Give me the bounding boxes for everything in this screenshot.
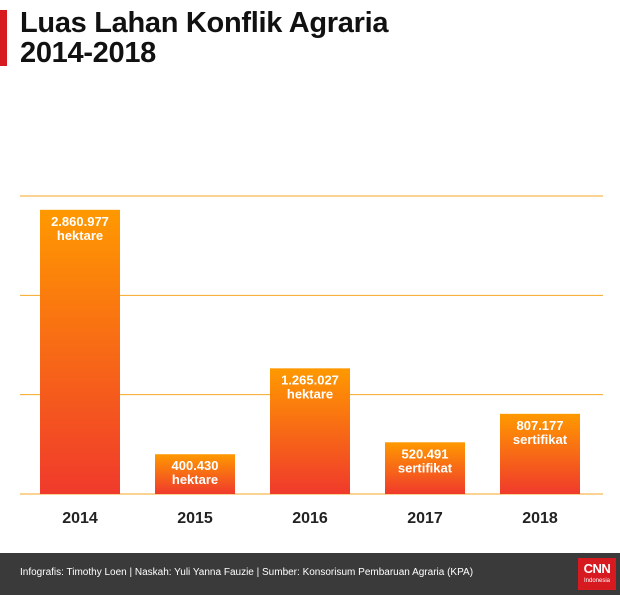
data-label-unit: hektare <box>57 228 103 243</box>
data-label-value: 400.430 <box>172 458 219 473</box>
logo-sub-text: Indonesia <box>583 578 611 584</box>
data-label-unit: hektare <box>172 472 218 487</box>
data-label-value: 807.177 <box>517 418 564 433</box>
title-accent-bar <box>0 10 7 66</box>
page-title: Luas Lahan Konflik Agraria 2014-2018 <box>20 7 389 69</box>
value-labels: 2.860.977hektare400.430hektare1.265.027h… <box>51 214 568 487</box>
bar-2017 <box>385 442 465 494</box>
bar-2014 <box>40 209 120 494</box>
x-tick-label: 2016 <box>292 510 328 527</box>
bar-2016 <box>270 368 350 494</box>
x-axis-tick-labels: 2014 2015 2016 2017 2018 <box>62 510 558 527</box>
title-line-2: 2014-2018 <box>20 37 156 69</box>
logo-main-text: CNN <box>583 561 611 576</box>
x-tick-label: 2015 <box>177 510 213 527</box>
data-label-unit: sertifikat <box>398 460 453 475</box>
bars <box>40 209 580 494</box>
bar-2015 <box>155 454 235 494</box>
x-tick-label: 2017 <box>407 510 443 527</box>
data-label-value: 1.265.027 <box>281 372 339 387</box>
x-tick-label: 2014 <box>62 510 98 527</box>
data-label-value: 2.860.977 <box>51 214 109 229</box>
data-label-unit: sertifikat <box>513 432 568 447</box>
data-label-value: 520.491 <box>402 446 449 461</box>
title-line-1: Luas Lahan Konflik Agraria <box>20 7 389 39</box>
cnn-indonesia-logo: CNN Indonesia <box>578 558 616 590</box>
x-tick-label: 2018 <box>522 510 558 527</box>
bar-2018 <box>500 413 580 494</box>
credit-text: Infografis: Timothy Loen | Naskah: Yuli … <box>20 567 474 578</box>
data-label-unit: hektare <box>287 386 333 401</box>
bar-chart: 2.860.977hektare400.430hektare1.265.027h… <box>20 195 603 527</box>
footer: Infografis: Timothy Loen | Naskah: Yuli … <box>0 553 620 595</box>
